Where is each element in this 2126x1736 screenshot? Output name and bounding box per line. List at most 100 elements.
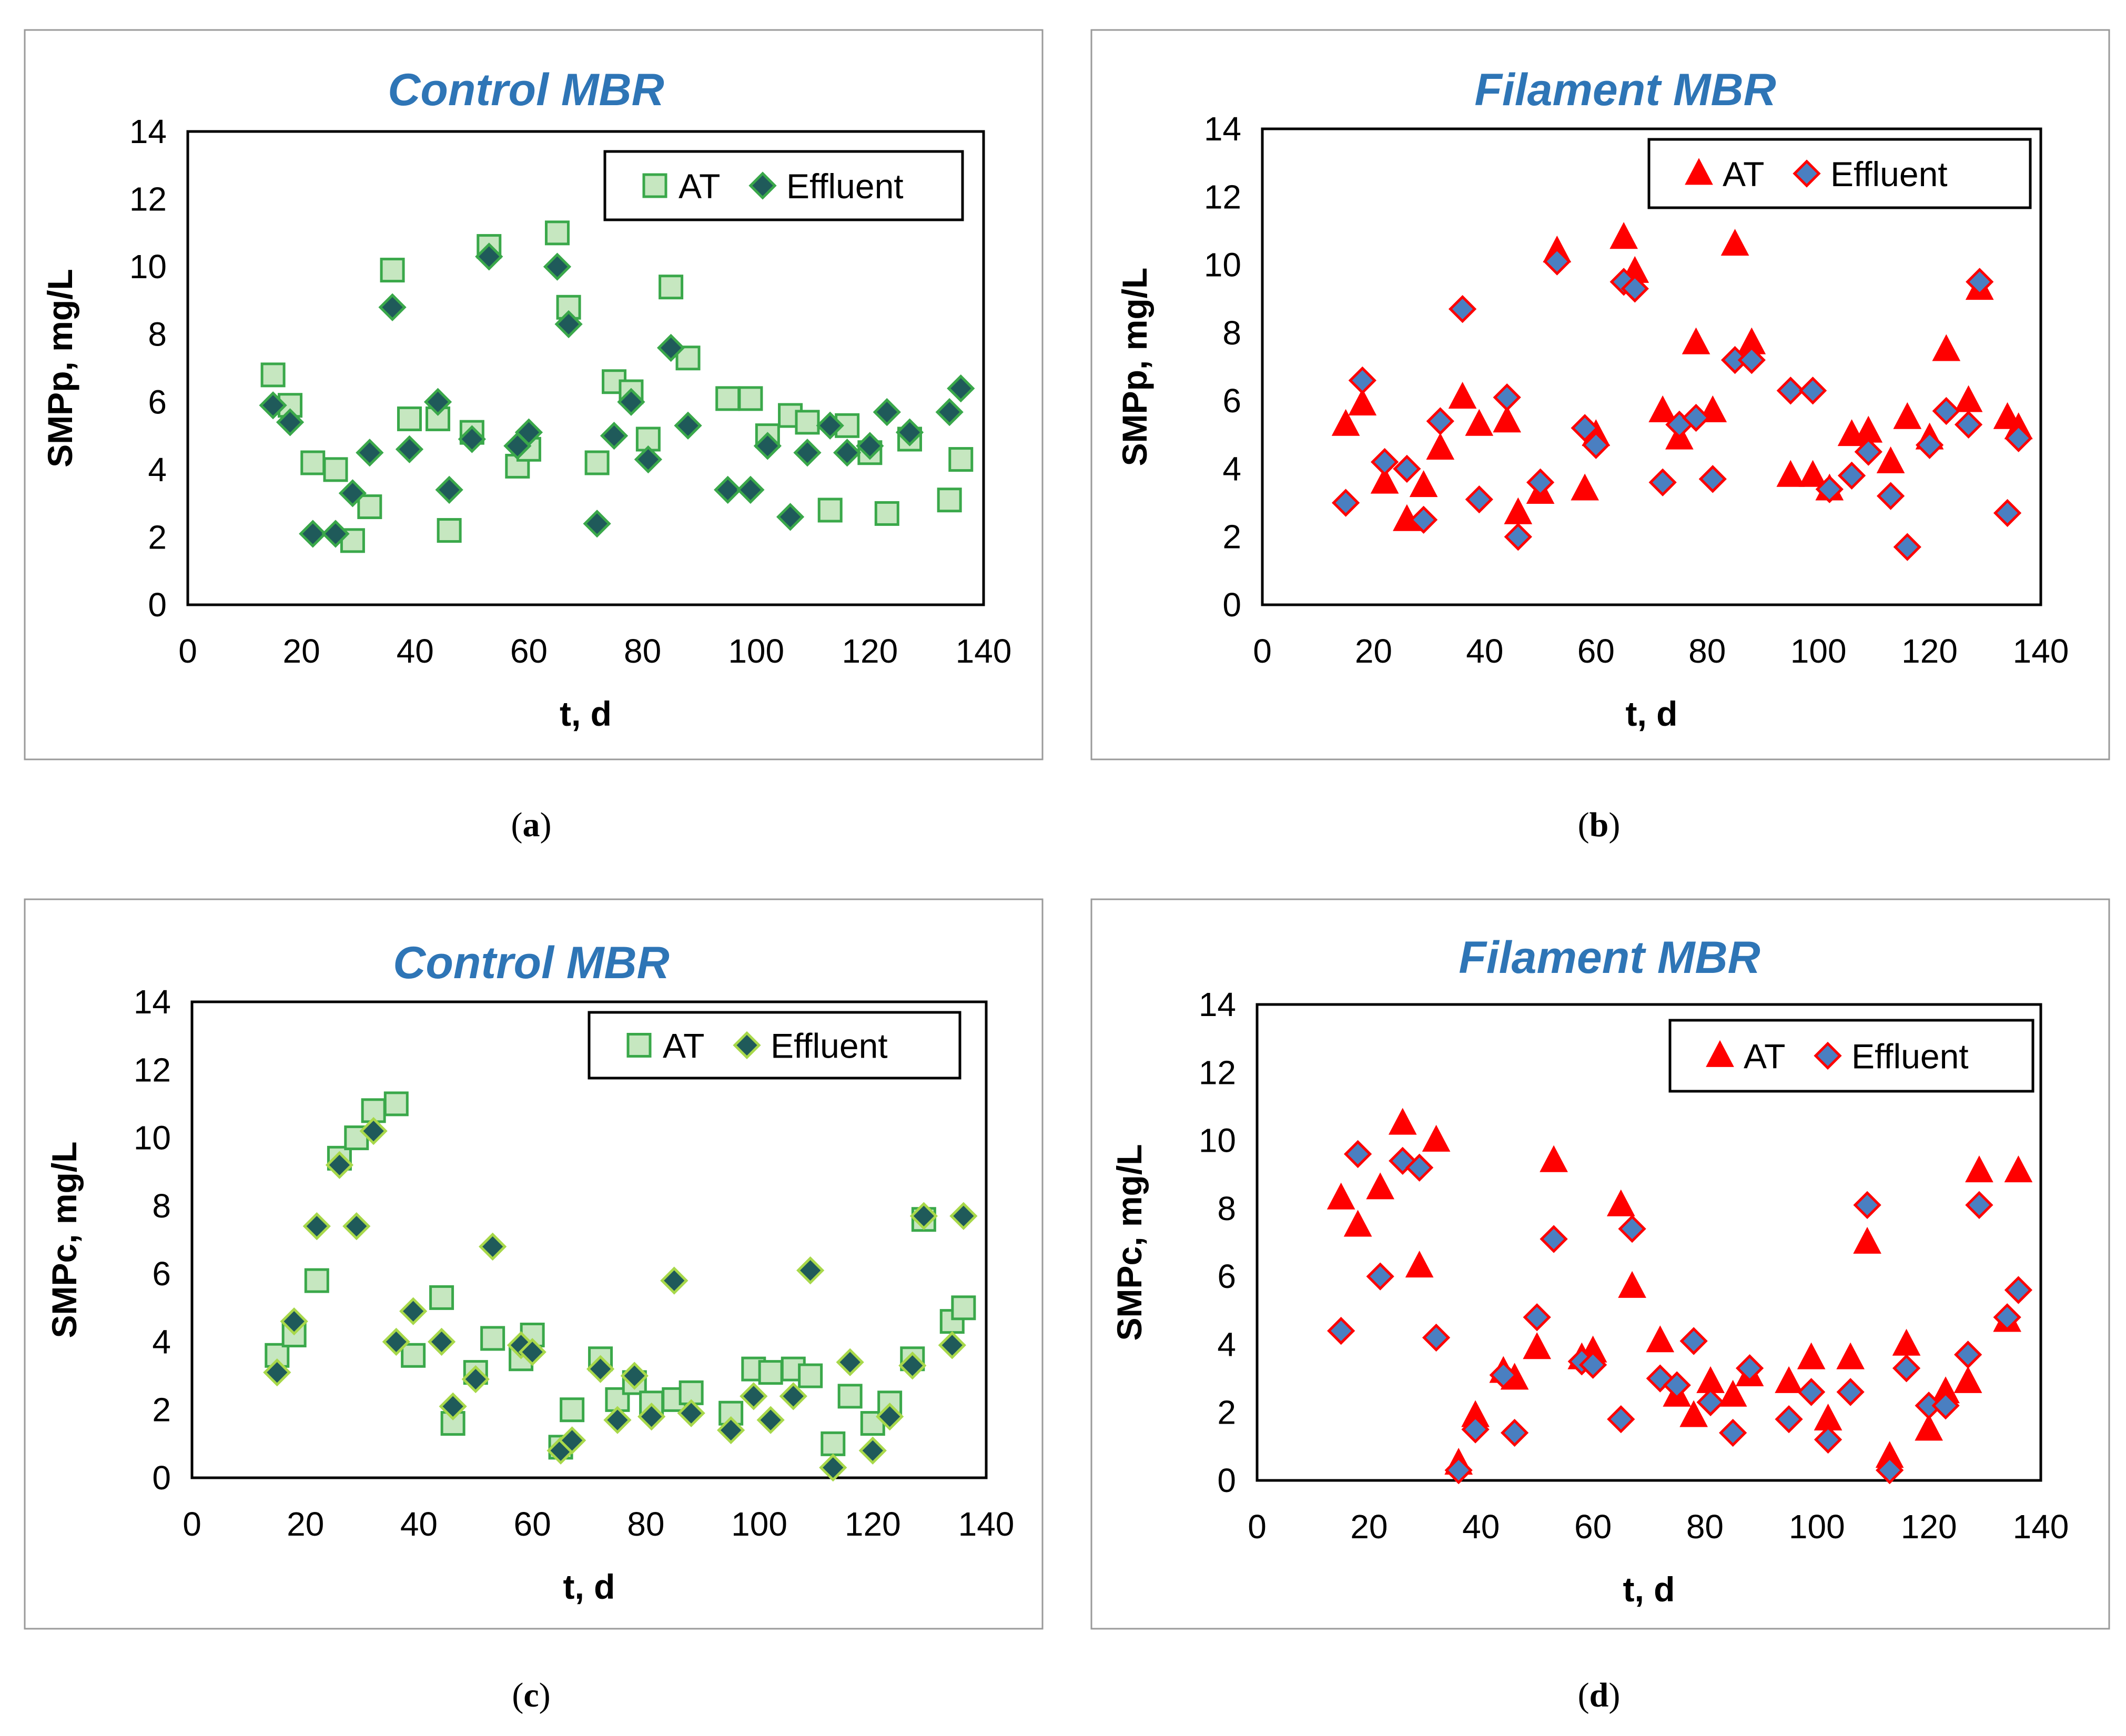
data-point [876, 1403, 904, 1431]
data-point [717, 1416, 745, 1445]
data-point [873, 398, 901, 427]
data-point [1682, 403, 1710, 432]
data-point [1966, 268, 1994, 296]
data-point [798, 1363, 823, 1388]
data-point [554, 310, 583, 339]
data-point [858, 1436, 887, 1465]
data-point [1776, 377, 1805, 405]
data-point [756, 1406, 785, 1434]
data-point [1523, 1303, 1551, 1332]
data-point [898, 1352, 927, 1380]
x-tick-label: 80 [1686, 1508, 1724, 1546]
data-point [1578, 1351, 1607, 1379]
data-point [833, 439, 862, 467]
data-point [951, 1295, 976, 1321]
y-tick-label: 0 [1217, 1461, 1236, 1499]
panel-caption: (c) [512, 1676, 550, 1714]
data-point [796, 1256, 825, 1285]
y-tick-label: 14 [134, 983, 171, 1021]
data-point [817, 498, 843, 523]
y-tick-label: 6 [152, 1255, 171, 1293]
x-tick-label: 0 [1248, 1508, 1267, 1546]
data-point [1426, 407, 1454, 435]
data-point [1965, 1191, 1993, 1220]
data-point [736, 475, 765, 504]
data-point [1618, 1271, 1646, 1298]
data-point [600, 421, 629, 450]
data-point [344, 1125, 369, 1151]
data-point [1932, 397, 1960, 425]
data-point [935, 398, 964, 427]
data-point [1409, 470, 1438, 498]
data-point [1815, 475, 1844, 503]
series-effluent [263, 1117, 978, 1482]
data-point [1621, 275, 1649, 303]
data-point [325, 1151, 354, 1179]
data-point [1679, 1327, 1708, 1355]
data-point [1465, 485, 1493, 514]
data-point [1719, 1418, 1747, 1447]
y-axis-title: SMPc, mg/L [45, 1141, 84, 1338]
data-point [659, 275, 684, 300]
chart-title: Filament MBR [1459, 932, 1760, 983]
y-tick-label: 2 [1217, 1394, 1236, 1432]
y-tick-label: 0 [152, 1459, 171, 1497]
data-point [276, 408, 305, 436]
y-tick-label: 6 [1217, 1257, 1236, 1295]
data-point [382, 1327, 410, 1356]
data-point [753, 432, 782, 460]
data-point [1735, 1354, 1764, 1383]
data-point [1698, 465, 1727, 493]
data-point [401, 1343, 426, 1368]
data-point [793, 439, 822, 467]
panel-caption: (b) [1578, 806, 1621, 844]
data-point [1876, 482, 1905, 510]
legend-marker-effluent [1814, 1041, 1842, 1070]
data-point [821, 1431, 846, 1456]
data-point [1500, 1418, 1529, 1447]
data-point [397, 406, 422, 431]
data-point [1931, 1392, 1960, 1420]
data-point [1422, 1124, 1451, 1152]
y-tick-label: 8 [1217, 1190, 1236, 1227]
x-tick-label: 0 [183, 1505, 201, 1543]
y-tick-label: 8 [148, 316, 167, 353]
data-point [1679, 1400, 1708, 1427]
x-tick-label: 100 [728, 632, 784, 670]
panel-caption: (d) [1578, 1676, 1621, 1714]
y-tick-label: 4 [152, 1323, 171, 1361]
data-point [357, 494, 382, 520]
data-point [1607, 1405, 1635, 1434]
data-point [1422, 1323, 1451, 1352]
legend-label-at: AT [663, 1027, 704, 1065]
data-point [1343, 1210, 1372, 1237]
x-tick-label: 100 [1790, 632, 1847, 670]
data-point [399, 1297, 428, 1325]
y-tick-label: 4 [1217, 1325, 1236, 1363]
data-point [1465, 409, 1494, 436]
x-tick-label: 40 [1466, 632, 1503, 670]
data-point [479, 1232, 507, 1261]
data-point [1526, 468, 1555, 496]
data-point [299, 520, 327, 548]
data-point [1348, 388, 1377, 415]
y-tick-label: 10 [129, 248, 167, 286]
y-tick-label: 2 [152, 1391, 171, 1429]
y-tick-label: 12 [134, 1051, 171, 1089]
data-point [1836, 1342, 1865, 1369]
data-point [1648, 468, 1677, 496]
data-point [1893, 402, 1922, 429]
data-point [507, 1331, 535, 1359]
x-tick-label: 60 [510, 632, 548, 670]
data-point [837, 1384, 863, 1409]
legend-marker-effluent [733, 1031, 761, 1060]
data-point [819, 1453, 847, 1482]
y-tick-label: 10 [134, 1119, 171, 1157]
data-point [909, 1202, 938, 1230]
data-point [2004, 424, 2033, 452]
data-point [1797, 1342, 1826, 1369]
chart-title: Filament MBR [1474, 65, 1776, 115]
data-point [1448, 295, 1477, 323]
x-tick-label: 20 [283, 632, 320, 670]
